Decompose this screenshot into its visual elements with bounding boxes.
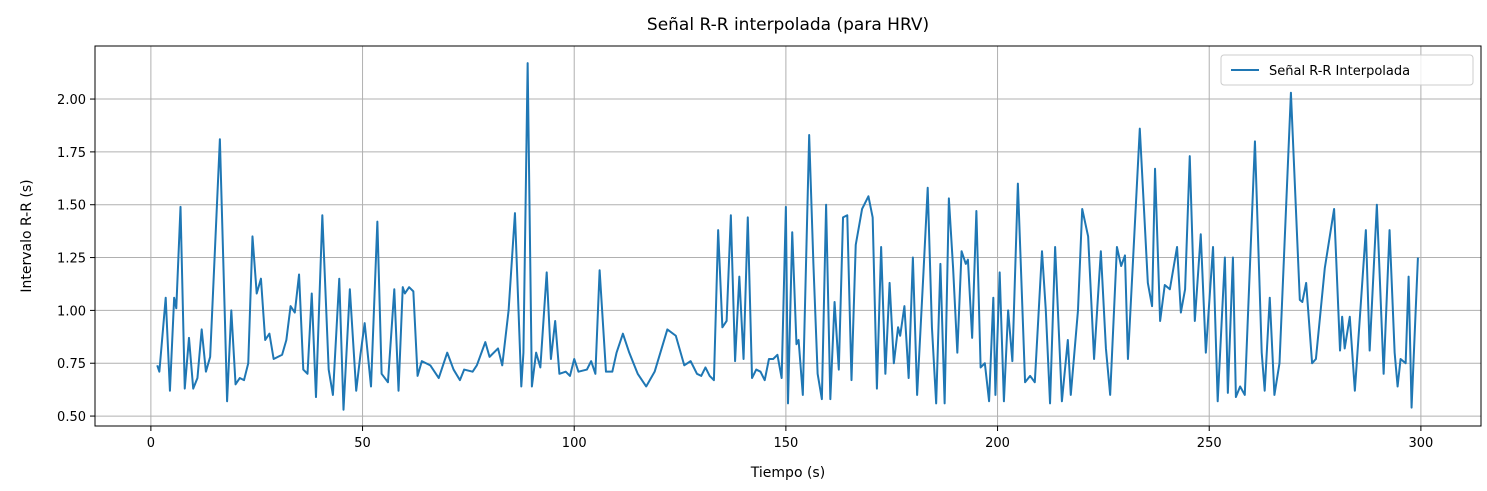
x-tick-label: 50: [354, 436, 371, 451]
x-tick-label: 200: [985, 436, 1010, 451]
y-tick-label: 0.75: [57, 357, 86, 372]
y-tick-label: 1.50: [57, 199, 86, 214]
x-tick-label: 250: [1197, 436, 1222, 451]
x-tick-label: 0: [147, 436, 155, 451]
legend-box: [1220, 54, 1474, 86]
legend-label: Señal R-R Interpolada: [1269, 64, 1410, 79]
y-axis-label: Intervalo R-R (s): [19, 179, 35, 292]
y-tick-label: 2.00: [57, 93, 86, 108]
y-tick-label: 0.50: [57, 410, 86, 425]
x-tick-label: 100: [562, 436, 587, 451]
y-tick-label: 1.25: [57, 252, 86, 267]
y-tick-label: 1.00: [57, 304, 86, 319]
chart-title: Señal R-R interpolada (para HRV): [647, 15, 929, 35]
x-tick-label: 150: [773, 436, 798, 451]
x-axis-label: Tiempo (s): [750, 465, 825, 481]
x-tick-label: 300: [1408, 436, 1433, 451]
y-tick-label: 1.75: [57, 146, 86, 161]
plot-frame: [94, 45, 1482, 427]
data-line: [156, 62, 1419, 411]
